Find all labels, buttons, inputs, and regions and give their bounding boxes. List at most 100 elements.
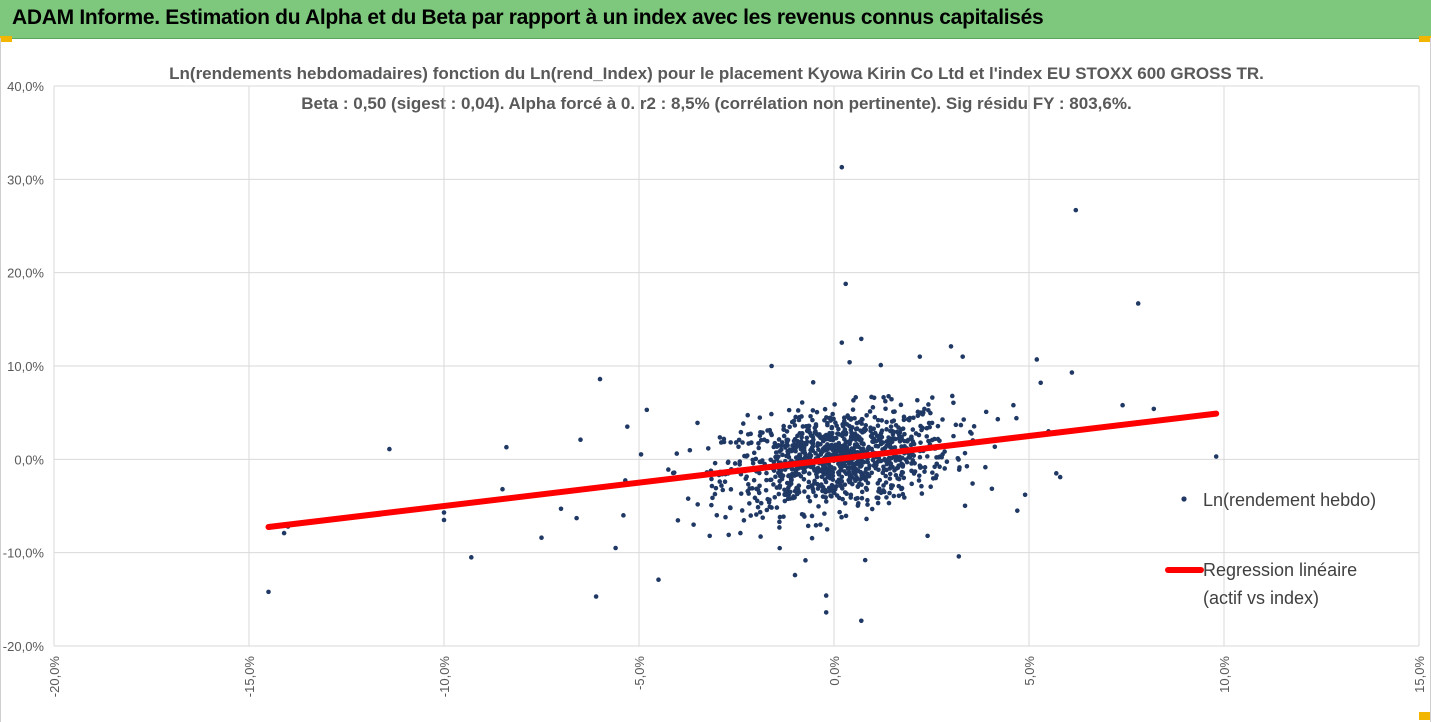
data-point — [883, 398, 888, 404]
data-point — [852, 442, 858, 447]
data-point — [764, 438, 770, 444]
data-point — [896, 425, 901, 430]
data-point — [760, 458, 765, 463]
data-point — [782, 498, 788, 504]
data-point — [829, 464, 834, 470]
data-point — [786, 454, 792, 460]
data-point — [757, 483, 762, 489]
data-point — [760, 515, 766, 520]
data-point — [760, 430, 765, 435]
data-point — [875, 495, 881, 501]
data-point — [807, 451, 813, 457]
data-point — [917, 454, 923, 460]
data-point — [776, 442, 781, 448]
data-point — [890, 483, 896, 488]
data-point — [857, 462, 862, 468]
data-point — [865, 502, 870, 507]
data-point — [757, 433, 763, 438]
data-point — [831, 444, 837, 449]
data-point — [1015, 508, 1020, 513]
data-point — [887, 490, 892, 496]
data-point — [859, 489, 865, 495]
data-point — [935, 423, 941, 429]
data-point — [805, 484, 811, 490]
data-point — [746, 441, 751, 446]
data-point — [858, 470, 863, 475]
data-point — [969, 431, 974, 436]
data-point — [751, 477, 757, 483]
data-point — [713, 485, 719, 491]
data-point — [1014, 415, 1019, 421]
data-point — [839, 514, 844, 520]
y-tick-label: 30,0% — [7, 172, 44, 187]
data-point — [855, 484, 861, 489]
data-point — [861, 459, 867, 465]
data-point — [953, 422, 959, 428]
data-point — [917, 354, 923, 359]
data-point — [756, 441, 761, 446]
data-point — [804, 435, 810, 441]
data-point — [868, 428, 873, 434]
data-point — [896, 493, 902, 499]
data-point — [961, 417, 967, 422]
data-point — [917, 463, 923, 468]
data-point — [970, 481, 975, 486]
data-point — [803, 558, 808, 563]
data-point — [1213, 454, 1219, 459]
data-point — [936, 454, 942, 460]
data-point — [1034, 357, 1040, 362]
data-point — [709, 502, 714, 508]
data-point — [621, 513, 626, 518]
data-point — [849, 430, 854, 436]
data-point — [728, 440, 733, 445]
data-point — [839, 464, 844, 469]
data-point — [613, 545, 618, 551]
data-point — [777, 545, 782, 551]
data-point — [949, 393, 955, 399]
data-point — [709, 483, 715, 489]
data-point — [859, 495, 865, 501]
data-point — [838, 481, 843, 487]
data-point — [707, 533, 713, 539]
data-point — [802, 489, 807, 494]
report-title: ADAM Informe. Estimation du Alpha et du … — [12, 6, 1044, 29]
data-point — [895, 476, 900, 481]
data-point — [710, 495, 715, 501]
data-point — [878, 437, 883, 442]
data-point — [828, 470, 834, 475]
data-point — [831, 485, 837, 490]
data-point — [638, 452, 644, 457]
data-point — [883, 473, 889, 479]
data-point — [862, 557, 868, 563]
data-point — [901, 414, 907, 420]
data-point — [821, 435, 826, 441]
data-point — [771, 482, 776, 487]
data-point — [805, 523, 811, 529]
data-point — [848, 436, 854, 442]
data-point — [930, 476, 936, 481]
data-point — [925, 454, 930, 459]
data-point — [812, 430, 817, 435]
data-point — [748, 513, 754, 518]
data-point — [745, 453, 750, 458]
data-point — [840, 423, 846, 429]
data-point — [796, 471, 802, 477]
x-tick-label: -15,0% — [242, 656, 257, 698]
data-point — [833, 420, 838, 425]
data-point — [738, 429, 744, 435]
data-point — [758, 500, 764, 506]
data-point — [740, 421, 746, 426]
data-point — [881, 464, 886, 470]
y-tick-label: 0,0% — [14, 452, 44, 467]
data-point — [754, 512, 759, 517]
data-point — [539, 535, 544, 541]
chart-area: Ln(rendements hebdomadaires) fonction du… — [0, 38, 1431, 722]
data-point — [816, 447, 821, 452]
data-point — [799, 435, 804, 440]
data-point — [558, 506, 564, 512]
data-point — [578, 437, 583, 443]
data-point — [791, 494, 796, 499]
data-point — [813, 523, 819, 528]
data-point — [749, 486, 755, 491]
data-point — [764, 470, 769, 476]
